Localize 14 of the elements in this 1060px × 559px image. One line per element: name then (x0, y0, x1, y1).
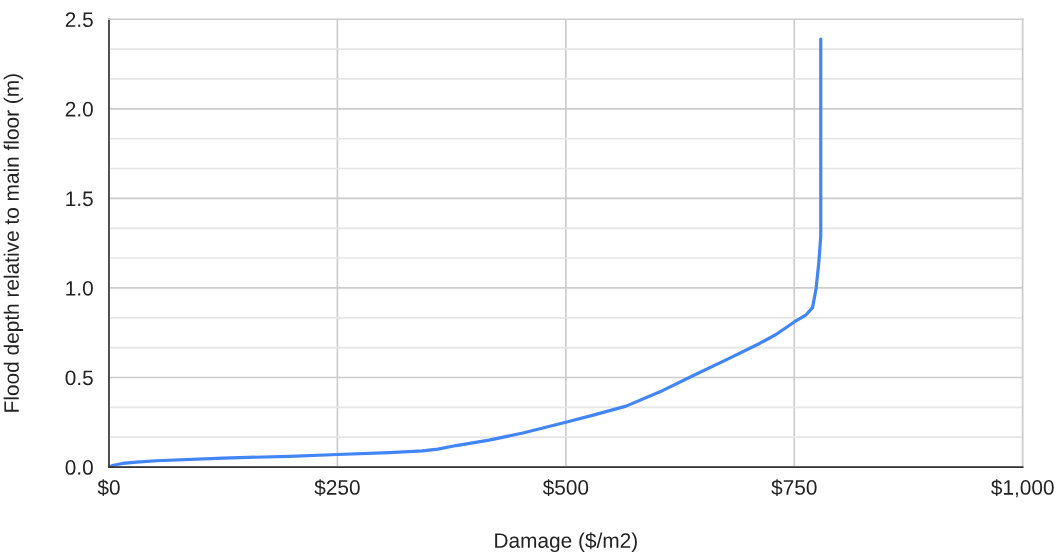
x-tick-label: $750 (771, 479, 817, 497)
y-axis-title: Flood depth relative to main floor (m) (3, 74, 24, 412)
y-tick-label: 1.0 (66, 280, 93, 296)
x-tick-label: $0 (97, 479, 120, 497)
x-tick-label: $1,000 (991, 479, 1054, 498)
y-tick-label: 0.0 (65, 460, 93, 475)
x-axis-title: Damage ($/m2) (495, 532, 637, 553)
y-tick-label: 2.5 (65, 12, 93, 28)
y-tick-label: 1.5 (66, 191, 93, 207)
y-tick-label: 0.5 (65, 370, 93, 386)
y-tick-label: 2.0 (65, 101, 93, 117)
line-series (108, 37, 823, 468)
x-tick-label: $250 (314, 479, 360, 497)
x-tick-label: $500 (542, 479, 589, 497)
